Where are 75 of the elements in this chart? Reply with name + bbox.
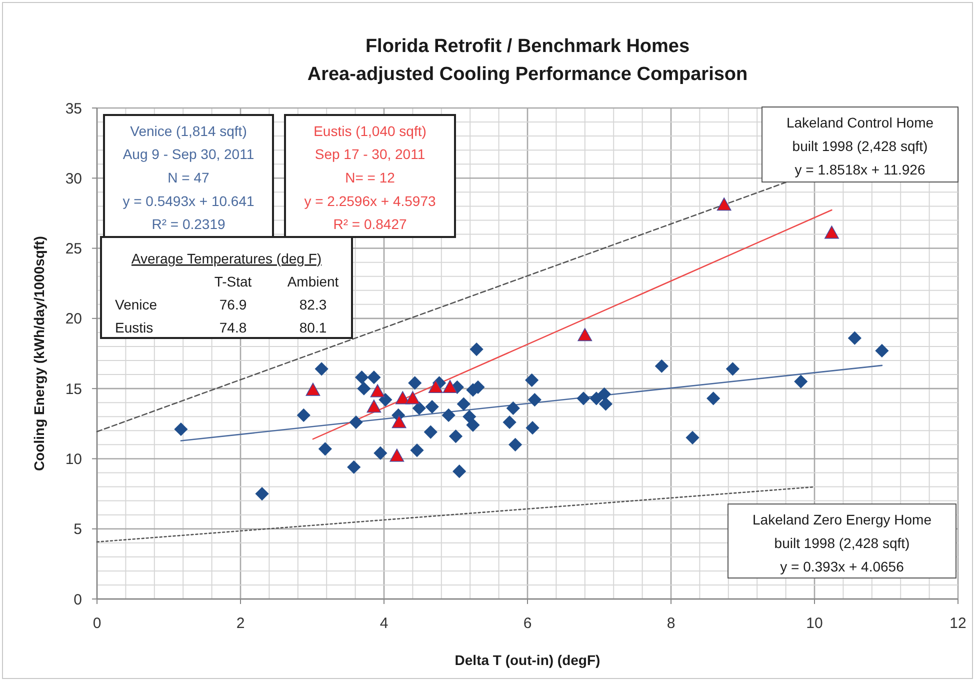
x-tick-label: 10: [806, 615, 823, 632]
point: [526, 421, 540, 435]
y-tick-label: 30: [65, 170, 82, 188]
point: [726, 362, 740, 376]
point: [296, 408, 310, 422]
point: [824, 226, 839, 239]
point: [794, 374, 808, 388]
point: [442, 408, 456, 422]
annotation: Venice (1,814 sqft) Aug 9 - Sep 30, 2011 N = 47 y = 0.5493x + 10.641 R² = 0.2319: [122, 122, 254, 232]
point: [528, 392, 542, 407]
point: [462, 410, 476, 424]
point: [654, 359, 668, 373]
point: [448, 429, 463, 444]
point: [470, 342, 484, 356]
point: [318, 442, 332, 456]
point: [716, 198, 732, 211]
point: [378, 392, 392, 407]
point: [367, 370, 381, 384]
point: [456, 397, 470, 411]
point: [390, 448, 404, 462]
point: [597, 387, 612, 401]
x-tick-label: 8: [666, 615, 676, 632]
point: [425, 400, 439, 414]
point: [374, 446, 388, 460]
point: [686, 430, 700, 444]
point: [848, 331, 862, 345]
point: [598, 397, 613, 411]
point: [366, 400, 382, 413]
y-tick-label: 0: [74, 591, 82, 608]
point: [392, 415, 406, 428]
point: [306, 382, 320, 396]
point: [508, 438, 522, 452]
annotation: Eustis (1,040 sqft) Sep 17 - 30, 2011 N= = 12 y = 2.2596x + 4.5973 R² = 0.8427: [304, 122, 436, 232]
point: [578, 328, 592, 342]
point: [370, 384, 385, 398]
x-tick-label: 0: [92, 615, 102, 632]
point: [875, 344, 889, 358]
point: [706, 392, 720, 406]
point: [174, 422, 188, 436]
point: [466, 418, 480, 432]
point: [452, 464, 466, 478]
text: Average Temperatures (deg F) T-Stat Ambient Venice 76.9 82.3 Eustis 74.8 80.1: [115, 250, 339, 336]
point: [428, 380, 443, 394]
point: [576, 392, 590, 406]
point: [424, 425, 438, 439]
x-axis-title: Delta T (out-in) (degF): [454, 652, 600, 668]
point: [412, 401, 426, 416]
y-tick-label: 5: [74, 521, 82, 538]
point: [590, 392, 604, 406]
x-tick-label: 6: [523, 615, 532, 632]
point: [408, 376, 422, 390]
y-tick-label: 20: [65, 310, 82, 328]
point: [354, 370, 369, 384]
point: [347, 460, 361, 474]
y-tick-label: 10: [65, 450, 82, 468]
point: [506, 401, 520, 416]
y-tick-label: 25: [65, 240, 82, 258]
point: [255, 486, 269, 501]
annotation: Lakeland Control Home built 1998 (2,428 sqft) y = 1.8518x + 11.926: [786, 114, 934, 178]
point: [314, 362, 328, 376]
point: [525, 373, 539, 387]
point: [406, 391, 420, 404]
annotation: Lakeland Zero Energy Home built 1998 (2,428 sqft) y = 0.393x + 4.0656: [752, 511, 932, 574]
point: [442, 380, 458, 394]
x-tick-label: 2: [236, 615, 245, 632]
y-tick-label: 15: [65, 380, 82, 398]
y-tick-label: 35: [65, 100, 82, 118]
x-tick-label: 12: [950, 615, 966, 632]
y-axis-title: Cooling Energy (kWh/day/1000sqft): [31, 236, 47, 471]
point: [410, 443, 424, 458]
point: [502, 415, 516, 430]
chart-title: Florida Retrofit / Benchmark Homes Area-adjusted Cooling Performance Comparison: [307, 36, 748, 85]
x-tick-label: 4: [380, 615, 388, 632]
point: [357, 382, 371, 396]
point: [349, 415, 363, 430]
